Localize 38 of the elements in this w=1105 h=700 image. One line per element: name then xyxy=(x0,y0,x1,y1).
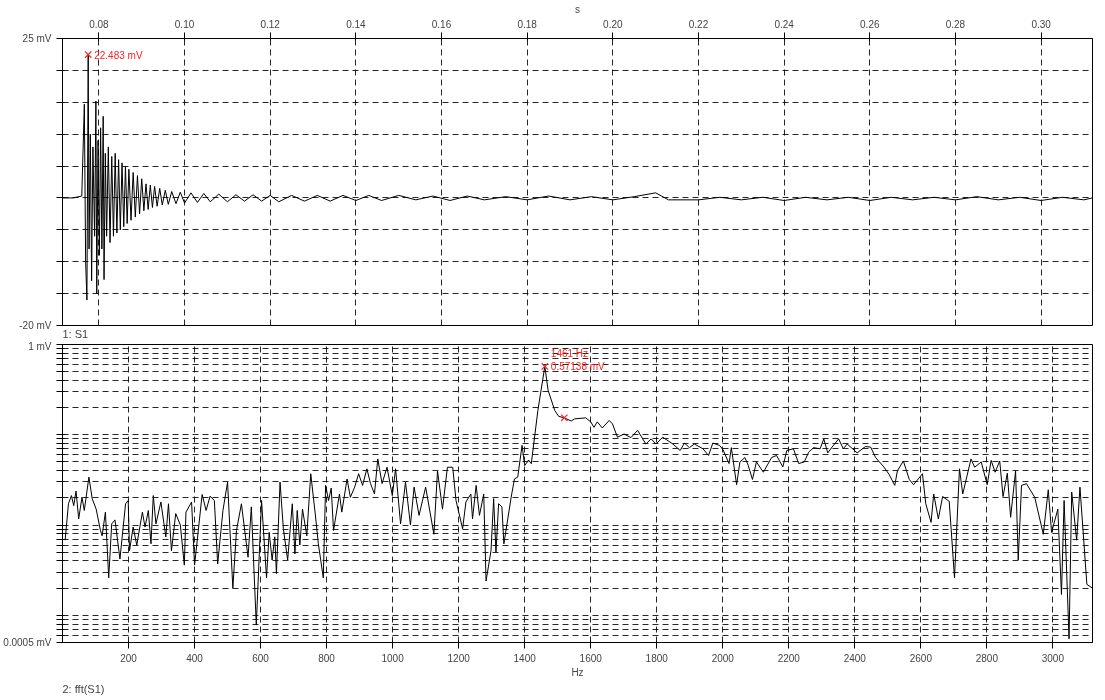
x-tick-label: 2000 xyxy=(711,652,735,664)
y-tick-label: 25 mV xyxy=(22,33,52,44)
x-tick-label: 0.24 xyxy=(774,18,795,30)
x-tick-label: 0.16 xyxy=(431,18,452,30)
x-tick-label: 0.28 xyxy=(945,18,966,30)
x-tick-label: 1600 xyxy=(579,652,603,664)
x-tick-label: 2800 xyxy=(975,652,999,664)
x-axis-title: s xyxy=(575,3,580,15)
x-tick-label: 1400 xyxy=(513,652,537,664)
x-tick-label: 0.26 xyxy=(860,18,880,30)
x-tick-label: 3000 xyxy=(1041,652,1065,664)
x-tick-label: 200 xyxy=(120,652,138,664)
x-tick-label: 2400 xyxy=(843,652,867,664)
annotation: 0.57138 mV xyxy=(550,361,606,373)
x-axis-title: Hz xyxy=(571,666,584,678)
x-tick-label: 0.10 xyxy=(174,18,195,30)
y-tick-label: -20 mV xyxy=(19,320,52,331)
x-tick-label: 400 xyxy=(186,652,204,664)
annotation: 22.483 mV xyxy=(94,49,143,61)
x-tick-label: 2200 xyxy=(777,652,801,664)
x-tick-label: 1000 xyxy=(381,652,405,664)
x-tick-label: 2600 xyxy=(909,652,933,664)
text: 1: S1 xyxy=(62,328,89,340)
x-tick-label: 0.08 xyxy=(89,18,110,30)
x-tick-label: 0.14 xyxy=(346,18,367,30)
x-tick-label: 0.12 xyxy=(260,18,281,30)
x-tick-label: 0.30 xyxy=(1031,18,1052,30)
x-tick-label: 0.22 xyxy=(688,18,709,30)
x-tick-label: 0.18 xyxy=(517,18,538,30)
x-tick-label: 1200 xyxy=(447,652,471,664)
text: 2: fft(S1) xyxy=(62,683,105,695)
y-tick-label: 1 mV xyxy=(28,340,52,352)
x-tick-label: 600 xyxy=(252,652,270,664)
x-tick-label: 1800 xyxy=(645,652,669,664)
x-tick-label: 800 xyxy=(318,652,336,664)
y-tick-label: 0.0005 mV xyxy=(3,637,52,648)
annotation: 1461 Hz xyxy=(550,348,589,360)
x-tick-label: 0.20 xyxy=(603,18,623,30)
